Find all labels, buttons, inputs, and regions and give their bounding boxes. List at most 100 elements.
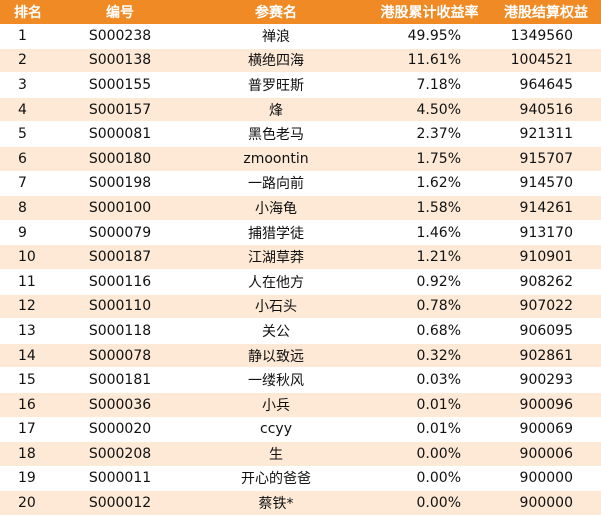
cell-name: 小石头 xyxy=(184,294,368,320)
cell-name: 生 xyxy=(184,441,368,467)
cell-equity: 1349560 xyxy=(491,24,601,49)
cell-rank: 7 xyxy=(0,171,56,197)
cell-equity: 1004521 xyxy=(491,48,601,74)
table-row: 19 S000011 开心的爸爸 0.00% 900000 xyxy=(0,466,601,492)
header-row: 排名 编号 参赛名 港股累计收益率 港股结算权益 xyxy=(0,0,601,24)
cell-rank: 20 xyxy=(0,490,56,516)
table-row: 14 S000078 静以致远 0.32% 902861 xyxy=(0,343,601,369)
cell-name: 横绝四海 xyxy=(184,48,368,74)
table-row: 20 S000012 蔡铁* 0.00% 900000 xyxy=(0,490,601,516)
cell-rank: 4 xyxy=(0,97,56,123)
table-body: 1 S000238 禅浪 49.95% 1349560 2 S000138 横绝四海 11.61… xyxy=(0,24,601,516)
table-row: 13 S000118 关公 0.68% 906095 xyxy=(0,318,601,344)
cell-return-rate: 4.50% xyxy=(368,97,491,123)
cell-id: S000110 xyxy=(56,294,184,320)
table-row: 7 S000198 一路向前 1.62% 914570 xyxy=(0,171,601,197)
cell-name: 蔡铁* xyxy=(184,490,368,516)
cell-equity: 908262 xyxy=(491,269,601,295)
cell-rank: 15 xyxy=(0,367,56,393)
table-row: 11 S000116 人在他方 0.92% 908262 xyxy=(0,269,601,295)
cell-equity: 902861 xyxy=(491,343,601,369)
cell-id: S000181 xyxy=(56,367,184,393)
cell-id: S000198 xyxy=(56,171,184,197)
cell-name: 人在他方 xyxy=(184,269,368,295)
cell-id: S000012 xyxy=(56,490,184,516)
cell-id: S000011 xyxy=(56,466,184,492)
cell-equity: 900293 xyxy=(491,367,601,393)
cell-equity: 900069 xyxy=(491,417,601,443)
cell-equity: 913170 xyxy=(491,220,601,246)
cell-return-rate: 0.03% xyxy=(368,367,491,393)
table-row: 2 S000138 横绝四海 11.61% 1004521 xyxy=(0,48,601,74)
cell-return-rate: 0.00% xyxy=(368,441,491,467)
cell-id: S000081 xyxy=(56,121,184,147)
cell-name: 普罗旺斯 xyxy=(184,72,368,98)
cell-rank: 17 xyxy=(0,417,56,443)
cell-id: S000036 xyxy=(56,392,184,418)
cell-return-rate: 1.58% xyxy=(368,195,491,221)
cell-equity: 900000 xyxy=(491,466,601,492)
header-equity: 港股结算权益 xyxy=(491,0,601,24)
cell-id: S000208 xyxy=(56,441,184,467)
cell-return-rate: 1.46% xyxy=(368,220,491,246)
cell-name: zmoontin xyxy=(184,146,368,172)
cell-name: 关公 xyxy=(184,318,368,344)
header-return-rate: 港股累计收益率 xyxy=(368,0,491,24)
cell-return-rate: 0.32% xyxy=(368,343,491,369)
cell-equity: 900006 xyxy=(491,441,601,467)
cell-return-rate: 0.92% xyxy=(368,269,491,295)
cell-equity: 900096 xyxy=(491,392,601,418)
cell-rank: 3 xyxy=(0,72,56,98)
cell-rank: 16 xyxy=(0,392,56,418)
cell-name: 小海龟 xyxy=(184,195,368,221)
cell-name: 黑色老马 xyxy=(184,121,368,147)
cell-name: 一路向前 xyxy=(184,171,368,197)
header-name: 参赛名 xyxy=(184,0,368,24)
cell-name: 禅浪 xyxy=(184,24,368,49)
cell-id: S000155 xyxy=(56,72,184,98)
cell-equity: 915707 xyxy=(491,146,601,172)
table-row: 18 S000208 生 0.00% 900006 xyxy=(0,441,601,467)
cell-name: 烽 xyxy=(184,97,368,123)
cell-name: 开心的爸爸 xyxy=(184,466,368,492)
table-row: 17 S000020 ccyy 0.01% 900069 xyxy=(0,417,601,443)
cell-return-rate: 0.68% xyxy=(368,318,491,344)
table-row: 10 S000187 江湖草莽 1.21% 910901 xyxy=(0,244,601,270)
cell-equity: 940516 xyxy=(491,97,601,123)
cell-equity: 921311 xyxy=(491,121,601,147)
cell-return-rate: 1.75% xyxy=(368,146,491,172)
cell-id: S000138 xyxy=(56,48,184,74)
cell-equity: 910901 xyxy=(491,244,601,270)
cell-equity: 907022 xyxy=(491,294,601,320)
table-row: 9 S000079 捕猎学徒 1.46% 913170 xyxy=(0,220,601,246)
cell-rank: 2 xyxy=(0,48,56,74)
cell-rank: 14 xyxy=(0,343,56,369)
table-row: 15 S000181 一缕秋风 0.03% 900293 xyxy=(0,367,601,393)
table-row: 8 S000100 小海龟 1.58% 914261 xyxy=(0,195,601,221)
cell-rank: 19 xyxy=(0,466,56,492)
cell-return-rate: 1.62% xyxy=(368,171,491,197)
cell-id: S000100 xyxy=(56,195,184,221)
cell-id: S000157 xyxy=(56,97,184,123)
cell-equity: 906095 xyxy=(491,318,601,344)
cell-return-rate: 0.00% xyxy=(368,466,491,492)
cell-rank: 6 xyxy=(0,146,56,172)
table-row: 4 S000157 烽 4.50% 940516 xyxy=(0,97,601,123)
cell-name: ccyy xyxy=(184,417,368,443)
cell-rank: 1 xyxy=(0,24,56,49)
cell-rank: 18 xyxy=(0,441,56,467)
cell-equity: 914570 xyxy=(491,171,601,197)
cell-id: S000116 xyxy=(56,269,184,295)
cell-rank: 8 xyxy=(0,195,56,221)
cell-name: 一缕秋风 xyxy=(184,367,368,393)
cell-name: 捕猎学徒 xyxy=(184,220,368,246)
cell-equity: 914261 xyxy=(491,195,601,221)
cell-return-rate: 0.00% xyxy=(368,490,491,516)
cell-rank: 5 xyxy=(0,121,56,147)
cell-return-rate: 2.37% xyxy=(368,121,491,147)
cell-return-rate: 0.78% xyxy=(368,294,491,320)
cell-rank: 10 xyxy=(0,244,56,270)
table-row: 6 S000180 zmoontin 1.75% 915707 xyxy=(0,146,601,172)
cell-return-rate: 1.21% xyxy=(368,244,491,270)
